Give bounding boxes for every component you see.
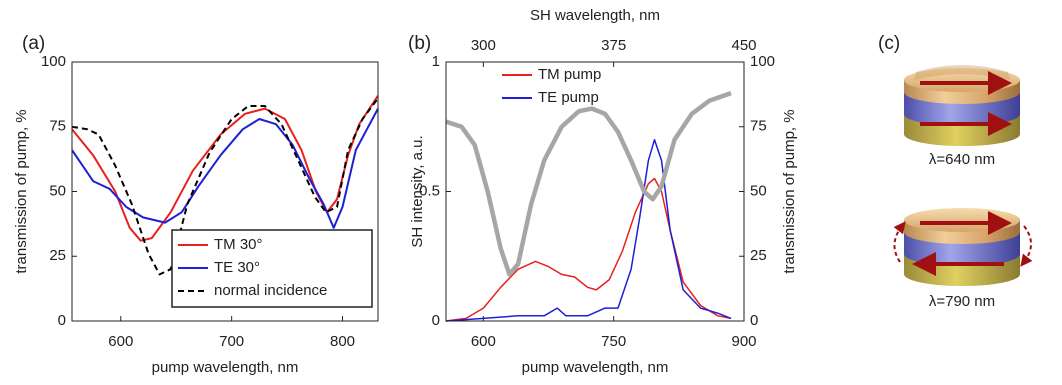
panel-label: (c)	[878, 33, 900, 54]
legend-label: TM pump	[538, 66, 601, 83]
y2-axis-label: transmission of pump, %	[781, 109, 798, 273]
y2-tick-label: 75	[750, 118, 767, 135]
y-tick-label: 75	[49, 118, 66, 135]
x-tick-label: 600	[108, 333, 133, 350]
legend-label: TM 30°	[214, 236, 263, 253]
y-tick-label: 50	[49, 182, 66, 199]
y-tick-label: 100	[41, 53, 66, 70]
legend-label: TE 30°	[214, 259, 260, 276]
x2-tick-label: 375	[601, 37, 626, 54]
nanodisk-1	[904, 65, 1020, 146]
series-line	[71, 95, 379, 242]
caption: λ=640 nm	[929, 151, 995, 168]
x-tick-label: 600	[471, 333, 496, 350]
y-tick-label: 0.5	[419, 182, 440, 199]
legend-label: TE pump	[538, 89, 599, 106]
x2-tick-label: 300	[471, 37, 496, 54]
panel-c: (c) λ=640 nm λ=790 nm	[878, 33, 1033, 310]
y-axis-label: SH intensity, a.u.	[409, 135, 426, 247]
series-line	[71, 108, 379, 229]
x-tick-label: 700	[219, 333, 244, 350]
y-tick-label: 0	[58, 312, 66, 329]
panel-label: (a)	[22, 33, 45, 54]
x-tick-label: 800	[330, 333, 355, 350]
y2-tick-label: 25	[750, 247, 767, 264]
legend-box	[171, 229, 373, 308]
x-axis-label: pump wavelength, nm	[522, 359, 669, 376]
x-axis-label: pump wavelength, nm	[152, 359, 299, 376]
x2-tick-label: 450	[731, 37, 756, 54]
x2-axis-label: SH wavelength, nm	[530, 7, 660, 24]
series-line	[445, 90, 732, 277]
y-tick-label: 1	[432, 53, 440, 70]
caption: λ=790 nm	[929, 293, 995, 310]
y2-tick-label: 50	[750, 182, 767, 199]
x-tick-label: 900	[731, 333, 756, 350]
series-line	[445, 138, 732, 322]
y2-tick-label: 0	[750, 312, 758, 329]
y-axis-label: transmission of pump, %	[13, 109, 30, 273]
y-tick-label: 0	[432, 312, 440, 329]
y2-tick-label: 100	[750, 53, 775, 70]
series-line	[445, 177, 732, 322]
x-tick-label: 750	[601, 333, 626, 350]
y-tick-label: 25	[49, 247, 66, 264]
panel-label: (b)	[408, 33, 431, 54]
chart: (a) 600 700 800 pump wavelength, nm 0 25 50 75 10…	[13, 33, 379, 376]
nanodisk-2	[893, 208, 1033, 286]
legend-label: normal incidence	[214, 282, 327, 299]
